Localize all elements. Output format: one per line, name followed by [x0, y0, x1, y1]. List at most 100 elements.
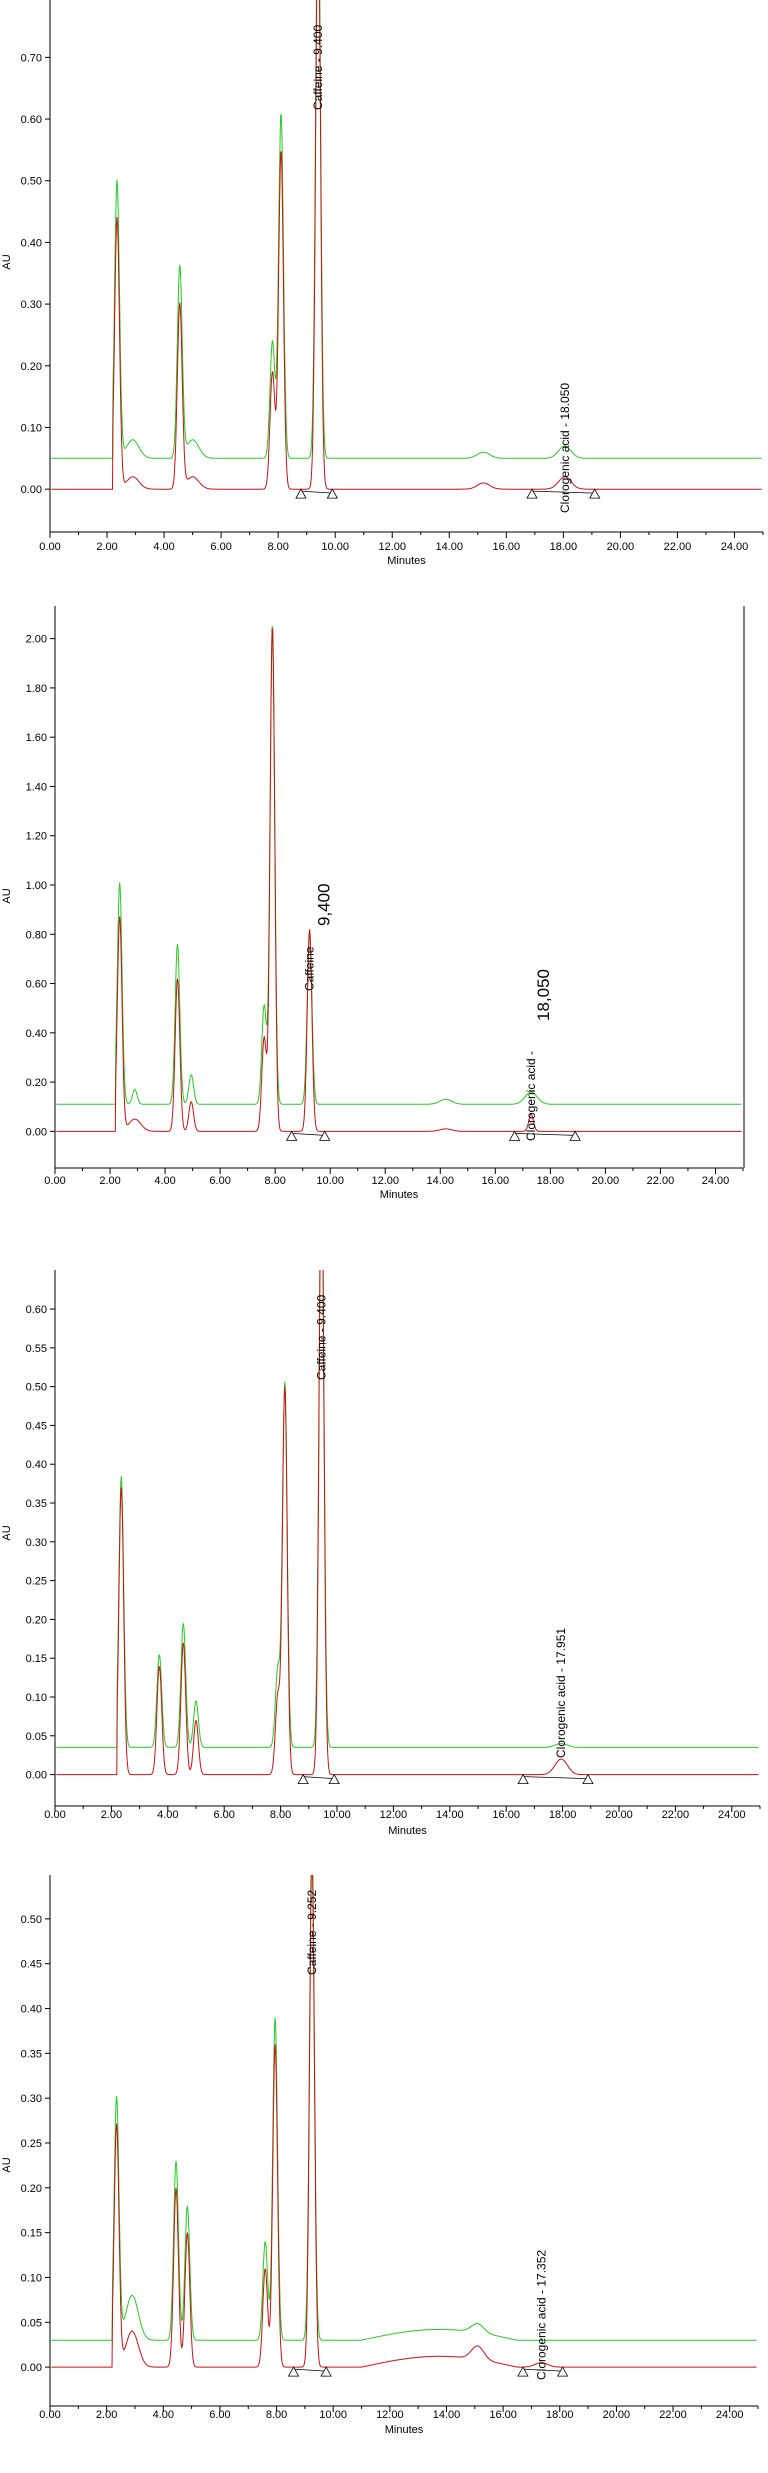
- y-tick-label: 0.40: [26, 1459, 47, 1471]
- peak-marker-triangle: [517, 2366, 529, 2377]
- y-axis-title: AU: [1, 1525, 13, 1540]
- x-tick-label: 12.00: [380, 1809, 408, 1821]
- caffeine-peak-label: Caffeine - 9.252: [305, 1890, 319, 1975]
- y-tick-label: 0.05: [26, 1731, 47, 1743]
- clorogenic-acid-peak-label: Clorogenic acid -: [524, 1051, 538, 1141]
- y-tick-label: 0.00: [26, 1126, 47, 1138]
- x-axis-title: Minutes: [385, 2424, 424, 2436]
- y-tick-label: 0.30: [21, 2093, 42, 2105]
- y-tick-label: 0.05: [21, 2317, 42, 2329]
- y-tick-label: 2.00: [26, 634, 47, 646]
- caffeine-peak-label: Caffeine: [303, 946, 317, 991]
- y-tick-label: 0.45: [26, 1420, 47, 1432]
- y-tick-label: 1.40: [26, 781, 47, 793]
- integration-baseline: [303, 1776, 335, 1780]
- y-tick-label: 0.30: [26, 1537, 47, 1549]
- trace-red: [51, 0, 762, 490]
- peak-marker-triangle: [285, 1130, 298, 1141]
- y-tick-label: 0.00: [26, 1770, 47, 1782]
- x-tick-label: 12.00: [371, 1175, 399, 1187]
- x-tick-label: 4.00: [157, 1809, 178, 1821]
- y-tick-label: 0.60: [26, 1304, 47, 1316]
- x-tick-label: 24.00: [702, 1175, 730, 1187]
- x-tick-label: 20.00: [592, 1175, 620, 1187]
- x-tick-label: 14.00: [433, 2409, 461, 2421]
- x-tick-label: 8.00: [264, 1175, 285, 1187]
- y-tick-label: 0.60: [26, 979, 47, 991]
- y-tick-label: 0.15: [26, 1653, 47, 1665]
- integration-baseline: [291, 1132, 325, 1136]
- x-tick-label: 16.00: [492, 1809, 520, 1821]
- y-tick-label: 0.60: [21, 114, 42, 126]
- x-tick-label: 22.00: [659, 2409, 687, 2421]
- peak-marker-triangle: [589, 488, 601, 499]
- clorogenic-acid-peak-label: Clorogenic acid - 18.050: [558, 383, 572, 513]
- x-tick-label: 20.00: [603, 2409, 631, 2421]
- x-tick-label: 4.00: [153, 2409, 174, 2421]
- x-tick-label: 16.00: [493, 541, 521, 553]
- y-tick-label: 1.80: [26, 683, 47, 695]
- x-tick-label: 2.00: [96, 541, 117, 553]
- x-tick-label: 0.00: [39, 541, 60, 553]
- x-tick-label: 2.00: [99, 1175, 120, 1187]
- y-tick-label: 0.40: [21, 2004, 42, 2016]
- chromatogram-panel-2: 0.00 2.00 4.00 6.00 8.00 10.00 12.00 14.00 16.00…: [0, 606, 768, 1236]
- y-tick-label: 0.10: [21, 2272, 42, 2284]
- x-axis-title: Minutes: [388, 1825, 427, 1837]
- peak-marker-triangle: [328, 1773, 340, 1785]
- x-tick-label: 4.00: [154, 1175, 175, 1187]
- x-tick-label: 10.00: [321, 541, 349, 553]
- x-tick-label: 10.00: [323, 1809, 351, 1821]
- trace-red: [51, 1875, 757, 2368]
- x-tick-label: 14.00: [436, 541, 464, 553]
- x-tick-label: 12.00: [376, 2409, 404, 2421]
- y-tick-label: 0.35: [26, 1498, 47, 1510]
- y-tick-label: 0.50: [21, 1914, 42, 1926]
- y-tick-label: 0.15: [21, 2228, 42, 2240]
- y-axis-title: AU: [1, 2157, 13, 2172]
- integration-baseline: [531, 490, 595, 494]
- clorogenic-acid-peak-label: Clorogenic acid - 17.951: [554, 1628, 568, 1758]
- integration-baseline: [514, 1132, 576, 1136]
- x-tick-label: 0.00: [44, 1809, 65, 1821]
- x-tick-label: 16.00: [489, 2409, 517, 2421]
- x-tick-label: 2.00: [101, 1809, 122, 1821]
- x-tick-label: 0.00: [44, 1175, 65, 1187]
- y-tick-label: 1.00: [26, 880, 47, 892]
- peak-marker-triangle: [320, 2366, 332, 2377]
- axes: 0.00 2.00 4.00 6.00 8.00 10.00 12.00 14.00 16.00…: [1, 1875, 759, 2436]
- y-tick-label: 0.20: [21, 2183, 42, 2195]
- x-tick-label: 6.00: [213, 1809, 234, 1821]
- clorogenic-acid-peak-label: Clorogenic acid - 17.352: [534, 2250, 548, 2380]
- x-tick-label: 22.00: [662, 1809, 690, 1821]
- x-tick-label: 14.00: [436, 1809, 464, 1821]
- trace-green: [56, 1270, 759, 1748]
- x-tick-label: 6.00: [210, 541, 231, 553]
- peak-marker-triangle: [295, 488, 307, 499]
- integration-baseline: [300, 490, 333, 494]
- y-tick-label: 0.30: [21, 299, 42, 311]
- x-tick-label: 10.00: [319, 2409, 347, 2421]
- x-tick-label: 22.00: [664, 541, 692, 553]
- x-tick-label: 2.00: [96, 2409, 117, 2421]
- chromatogram-panel-1: 0.00 2.00 4.00 6.00 8.00 10.00 12.00 14.00 16.00…: [0, 0, 768, 600]
- x-tick-label: 24.00: [716, 2409, 744, 2421]
- y-tick-label: 0.50: [21, 176, 42, 188]
- x-tick-label: 6.00: [209, 2409, 230, 2421]
- y-tick-label: 0.25: [21, 2138, 42, 2150]
- chromatogram-chart-2: 0.00 2.00 4.00 6.00 8.00 10.00 12.00 14.00 16.00…: [1, 606, 745, 1201]
- peak-marker-triangle: [569, 1130, 581, 1141]
- x-tick-label: 22.00: [647, 1175, 675, 1187]
- x-tick-label: 18.00: [546, 2409, 574, 2421]
- x-tick-label: 18.00: [550, 541, 578, 553]
- peak-marker-triangle: [287, 2366, 300, 2377]
- trace-green: [56, 626, 742, 1105]
- chromatogram-chart-3: 0.00 2.00 4.00 6.00 8.00 10.00 12.00 14.00 16.00…: [1, 1270, 761, 1837]
- chromatogram-chart-1: 0.00 2.00 4.00 6.00 8.00 10.00 12.00 14.00 16.00…: [1, 0, 764, 567]
- y-tick-label: 0.10: [26, 1692, 47, 1704]
- y-tick-label: 0.80: [26, 929, 47, 941]
- peak-marker-triangle: [556, 2366, 569, 2377]
- peak-marker-triangle: [508, 1130, 521, 1141]
- x-tick-label: 8.00: [270, 1809, 291, 1821]
- x-axis-title: Minutes: [387, 555, 426, 567]
